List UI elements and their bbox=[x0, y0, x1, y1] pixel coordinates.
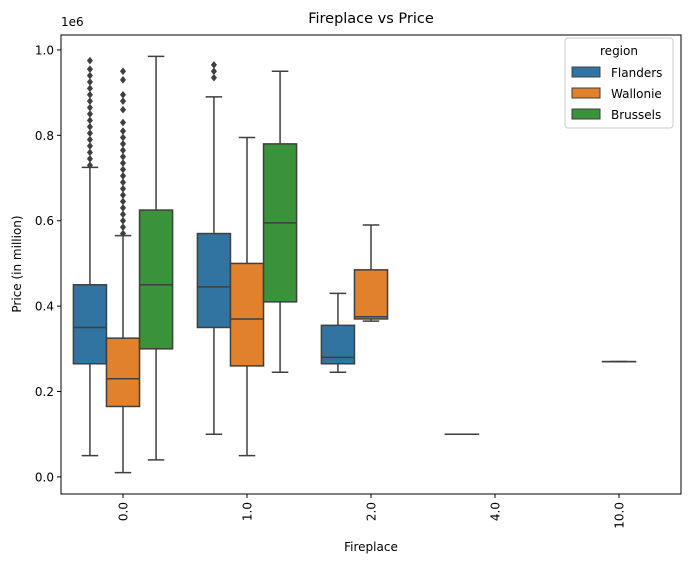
legend-swatch-wallonie bbox=[571, 87, 601, 99]
outlier-point bbox=[86, 148, 94, 157]
outlier-point bbox=[119, 223, 127, 232]
x-tick-label: 4.0 bbox=[489, 502, 503, 521]
outlier-point bbox=[119, 133, 127, 142]
outlier-point bbox=[119, 90, 127, 99]
legend-frame bbox=[564, 37, 674, 129]
outlier-point bbox=[119, 184, 127, 193]
outlier-point bbox=[86, 161, 94, 170]
outlier-point bbox=[119, 216, 127, 225]
y-tick-label: 1.0 bbox=[35, 43, 54, 57]
outlier-point bbox=[86, 135, 94, 144]
legend-swatch-brussels bbox=[571, 108, 601, 120]
chart-title: Fireplace vs Price bbox=[308, 11, 434, 27]
outlier-point bbox=[210, 73, 218, 82]
box-body bbox=[105, 337, 141, 408]
outlier-point bbox=[86, 84, 94, 93]
legend-label-wallonie: Wallonie bbox=[611, 87, 662, 101]
outlier-point bbox=[119, 146, 127, 155]
x-tick-label: 1.0 bbox=[241, 502, 255, 521]
outlier-point bbox=[119, 118, 127, 127]
legend-label-brussels: Brussels bbox=[611, 108, 661, 122]
outlier-point bbox=[119, 97, 127, 106]
box-flanders-2-0 bbox=[320, 292, 356, 374]
y-tick-label: 0.4 bbox=[35, 300, 54, 314]
outlier-point bbox=[86, 78, 94, 86]
outlier-point bbox=[119, 152, 127, 161]
outlier-point bbox=[86, 97, 94, 106]
outlier-point bbox=[86, 56, 94, 65]
box-flanders-0-0 bbox=[72, 56, 108, 457]
boxes-layer bbox=[72, 55, 637, 474]
x-axis-label: Fireplace bbox=[344, 540, 398, 554]
outlier-point bbox=[119, 197, 127, 206]
outlier-point bbox=[119, 172, 127, 180]
outlier-point bbox=[86, 71, 94, 80]
box-body bbox=[138, 209, 174, 350]
y-ticks: 0.0 0.2 0.4 0.6 0.8 1.0 bbox=[35, 43, 61, 484]
outlier-point bbox=[119, 229, 127, 238]
box-body bbox=[196, 232, 232, 329]
outlier-point bbox=[119, 139, 127, 148]
outlier-point bbox=[119, 178, 127, 187]
outlier-point bbox=[119, 210, 127, 219]
outlier-point bbox=[119, 191, 127, 200]
box-body bbox=[72, 284, 108, 365]
x-tick-label: 0.0 bbox=[117, 502, 131, 521]
outlier-point bbox=[119, 67, 127, 76]
outlier-point bbox=[210, 60, 218, 69]
box-wallonie-0-0 bbox=[105, 67, 141, 474]
outlier-point bbox=[86, 154, 94, 163]
outlier-point bbox=[119, 204, 127, 212]
box-brussels-0-0 bbox=[138, 55, 174, 461]
outlier-point bbox=[119, 105, 127, 114]
outlier-point bbox=[86, 122, 94, 131]
y-tick-label: 0.8 bbox=[35, 129, 54, 143]
x-tick-label: 2.0 bbox=[365, 502, 379, 521]
legend-title: region bbox=[600, 44, 638, 58]
box-flanders-1-0 bbox=[196, 60, 232, 435]
legend-label-flanders: Flanders bbox=[611, 66, 662, 80]
outlier-point bbox=[86, 116, 94, 125]
box-brussels-1-0 bbox=[262, 70, 298, 374]
x-tick-label: 10.0 bbox=[613, 502, 627, 529]
y-tick-label: 0.6 bbox=[35, 214, 54, 228]
outlier-point bbox=[86, 142, 94, 150]
outlier-point bbox=[119, 127, 127, 135]
box-body bbox=[353, 269, 389, 320]
outlier-point bbox=[86, 110, 94, 118]
box-wallonie-1-0 bbox=[229, 136, 265, 457]
outlier-point bbox=[119, 75, 127, 84]
box-body bbox=[229, 262, 265, 367]
outlier-point bbox=[86, 90, 94, 99]
y-tick-label: 0.0 bbox=[35, 470, 54, 484]
legend: region Flanders Wallonie Brussels bbox=[564, 37, 674, 129]
outlier-point bbox=[86, 103, 94, 112]
y-tick-label: 0.2 bbox=[35, 385, 54, 399]
outlier-point bbox=[119, 159, 127, 167]
outlier-point bbox=[210, 67, 218, 76]
outlier-point bbox=[86, 129, 94, 138]
x-ticks: 0.0 1.0 2.0 4.0 10.0 bbox=[117, 494, 627, 529]
box-wallonie-2-0 bbox=[353, 224, 389, 322]
y-offset-label: 1e6 bbox=[61, 15, 84, 29]
legend-swatch-flanders bbox=[571, 66, 601, 78]
y-axis-label: Price (in million) bbox=[10, 215, 24, 312]
outlier-point bbox=[119, 165, 127, 174]
outlier-point bbox=[86, 65, 94, 74]
